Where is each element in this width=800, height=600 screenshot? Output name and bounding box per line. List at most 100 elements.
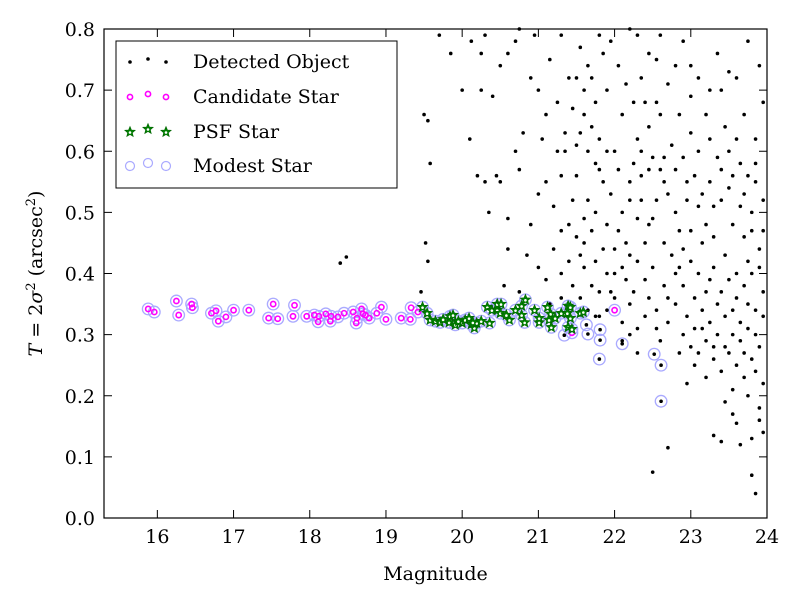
candidate-star-point bbox=[406, 315, 414, 323]
detected-object-point bbox=[757, 418, 762, 423]
detected-object-point bbox=[513, 39, 518, 44]
detected-object-point bbox=[536, 88, 541, 92]
detected-object-point bbox=[597, 314, 602, 319]
detected-object-point bbox=[635, 33, 640, 37]
detected-object-point bbox=[536, 192, 541, 196]
detected-object-point bbox=[727, 351, 731, 355]
detected-object-point bbox=[734, 137, 739, 141]
detected-object-point bbox=[688, 345, 693, 349]
detected-object-point bbox=[589, 228, 594, 233]
detected-object-point bbox=[498, 180, 503, 184]
psf-star-point-center bbox=[514, 309, 517, 312]
legend: Detected Object Candidate Star PSF Star Mod… bbox=[115, 40, 398, 189]
detected-object-point bbox=[688, 259, 693, 264]
x-axis-ticks: 16 17 18 19 20 21 22 23 24 bbox=[145, 29, 779, 548]
modest-star-halo bbox=[227, 303, 241, 317]
detected-object-point bbox=[426, 118, 430, 123]
modest-star-point bbox=[654, 394, 668, 408]
candidate-star-point bbox=[291, 301, 298, 309]
detected-object-layer bbox=[338, 27, 765, 496]
detected-object-point bbox=[475, 173, 480, 178]
x-axis-label: Magnitude bbox=[383, 563, 488, 585]
candidate-star-point bbox=[144, 305, 152, 313]
detected-object-point bbox=[628, 302, 632, 306]
detected-object-point bbox=[730, 387, 735, 392]
detected-object-point bbox=[548, 57, 552, 62]
detected-object-point bbox=[742, 283, 746, 288]
psf-star-point-center bbox=[425, 312, 429, 316]
modest-star-halo bbox=[169, 294, 183, 308]
detected-object-point bbox=[647, 222, 651, 227]
x-tick-label: 17 bbox=[221, 526, 245, 548]
detected-object-point bbox=[708, 137, 712, 141]
detected-object-point bbox=[711, 433, 716, 438]
detected-object-point bbox=[551, 204, 556, 209]
psf-star-point-center bbox=[553, 317, 557, 320]
detected-object-point bbox=[643, 241, 647, 245]
modest-star-halo bbox=[271, 312, 285, 326]
detected-object-point bbox=[761, 430, 765, 435]
detected-object-point bbox=[650, 470, 655, 474]
detected-object-point bbox=[528, 222, 533, 227]
legend-marker bbox=[164, 60, 168, 64]
detected-object-point bbox=[666, 82, 670, 86]
detected-object-point bbox=[479, 88, 484, 92]
x-tick-label: 18 bbox=[298, 526, 322, 548]
detected-object-point bbox=[654, 100, 659, 105]
detected-object-point bbox=[700, 308, 705, 312]
detected-object-point bbox=[586, 149, 590, 154]
candidate-star-point bbox=[274, 315, 282, 323]
y-tick-label: 0.6 bbox=[65, 141, 95, 163]
detected-object-point bbox=[677, 228, 682, 233]
modest-star-center bbox=[652, 352, 657, 356]
detected-object-point bbox=[612, 296, 617, 300]
detected-object-point bbox=[654, 57, 659, 62]
detected-object-point bbox=[757, 406, 762, 410]
detected-object-point bbox=[734, 76, 739, 80]
legend-label: Candidate Star bbox=[193, 86, 340, 108]
detected-object-point bbox=[692, 296, 697, 300]
detected-object-point bbox=[578, 131, 583, 135]
detected-object-point bbox=[344, 255, 349, 259]
detected-object-point bbox=[742, 112, 746, 117]
detected-object-point bbox=[469, 39, 474, 44]
x-tick-label: 22 bbox=[602, 526, 626, 548]
detected-object-point bbox=[730, 222, 735, 227]
detected-object-point bbox=[601, 247, 605, 251]
detected-object-point bbox=[589, 283, 594, 288]
detected-object-point bbox=[700, 192, 705, 196]
detected-object-point bbox=[597, 137, 602, 141]
modest-star-center bbox=[598, 338, 602, 342]
detected-object-point bbox=[700, 326, 705, 331]
detected-object-point bbox=[727, 69, 731, 74]
detected-object-point bbox=[654, 198, 659, 202]
detected-object-point bbox=[681, 39, 685, 44]
y-tick-label: 0.4 bbox=[65, 264, 95, 286]
candidate-star-layer bbox=[144, 297, 618, 337]
modest-star-halo bbox=[337, 306, 351, 320]
detected-object-point bbox=[715, 332, 720, 337]
candidate-star-point bbox=[334, 313, 342, 321]
detected-object-point bbox=[528, 76, 533, 80]
detected-object-point bbox=[688, 131, 693, 135]
detected-object-point bbox=[734, 296, 739, 300]
y-label-unit-sup: 2 bbox=[24, 198, 39, 206]
psf-star-point-center bbox=[457, 320, 460, 323]
detected-object-point bbox=[521, 131, 525, 135]
detected-object-point bbox=[669, 143, 674, 147]
detected-object-point bbox=[708, 180, 712, 184]
y-label-sigma: σ bbox=[25, 290, 47, 304]
detected-object-point bbox=[715, 155, 720, 160]
detected-object-point bbox=[746, 173, 750, 178]
detected-object-point bbox=[582, 216, 586, 221]
x-tick-label: 20 bbox=[450, 526, 474, 548]
psf-star-point-center bbox=[451, 314, 455, 317]
detected-object-point bbox=[647, 167, 651, 172]
detected-object-point bbox=[605, 308, 609, 312]
detected-object-point bbox=[704, 112, 708, 117]
modest-star-point bbox=[654, 358, 668, 372]
detected-object-point bbox=[685, 180, 689, 184]
detected-object-point bbox=[658, 112, 663, 117]
modest-star-halo bbox=[608, 303, 622, 317]
